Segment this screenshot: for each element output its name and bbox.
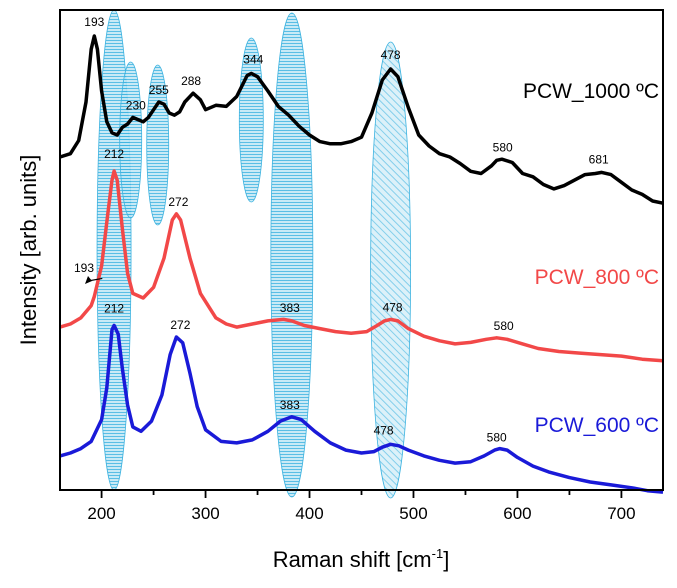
- peak-label: 212: [104, 301, 124, 315]
- series-label: PCW_800 ºC: [535, 266, 659, 289]
- peak-label: 193: [74, 261, 94, 275]
- x-tick-label: 700: [607, 504, 635, 523]
- series-line-pcw-600-c: [59, 323, 664, 494]
- peak-label: 383: [280, 301, 300, 315]
- highlight-band-383: [270, 12, 314, 498]
- peak-label: 193: [84, 15, 104, 29]
- peak-label: 478: [374, 423, 394, 437]
- peak-label: 580: [494, 319, 514, 333]
- peak-arrow-head: [85, 276, 92, 284]
- x-axis: 200 300 400 500 600 700: [87, 490, 636, 523]
- peak-label: 230: [126, 98, 146, 112]
- x-tick-label: 400: [295, 504, 323, 523]
- series-line-pcw-1000-c: [59, 34, 664, 205]
- series-line-pcw-800-c: [59, 169, 664, 363]
- x-tick-label: 200: [87, 504, 115, 523]
- series-label: PCW_1000 ºC: [523, 80, 659, 103]
- peak-label: 288: [181, 74, 201, 88]
- x-axis-title: Raman shift [cm-1]: [273, 546, 450, 572]
- highlight-band-478: [370, 41, 412, 499]
- peak-label: 383: [280, 398, 300, 412]
- peak-label: 272: [168, 195, 188, 209]
- peak-label: 580: [493, 140, 513, 154]
- series-label: PCW_600 ºC: [535, 414, 659, 437]
- x-tick-label: 500: [399, 504, 427, 523]
- peak-label: 478: [381, 48, 401, 62]
- series-lines: PCW_1000 ºC PCW_800 ºC PCW_600 ºC: [59, 34, 664, 494]
- x-tick-label: 300: [191, 504, 219, 523]
- highlight-bands: [96, 9, 412, 499]
- peak-label: 255: [149, 83, 169, 97]
- highlight-band-228: [119, 61, 143, 219]
- peak-label: 580: [487, 431, 507, 445]
- y-axis-title: Intensity [arb. units]: [16, 155, 41, 346]
- peak-label: 681: [589, 152, 609, 166]
- peak-label: 272: [170, 318, 190, 332]
- x-tick-label: 600: [503, 504, 531, 523]
- peak-label: 344: [243, 52, 263, 66]
- peak-label: 212: [104, 147, 124, 161]
- peak-label: 478: [383, 300, 403, 314]
